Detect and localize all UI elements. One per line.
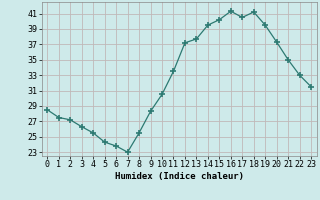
X-axis label: Humidex (Indice chaleur): Humidex (Indice chaleur) xyxy=(115,172,244,181)
